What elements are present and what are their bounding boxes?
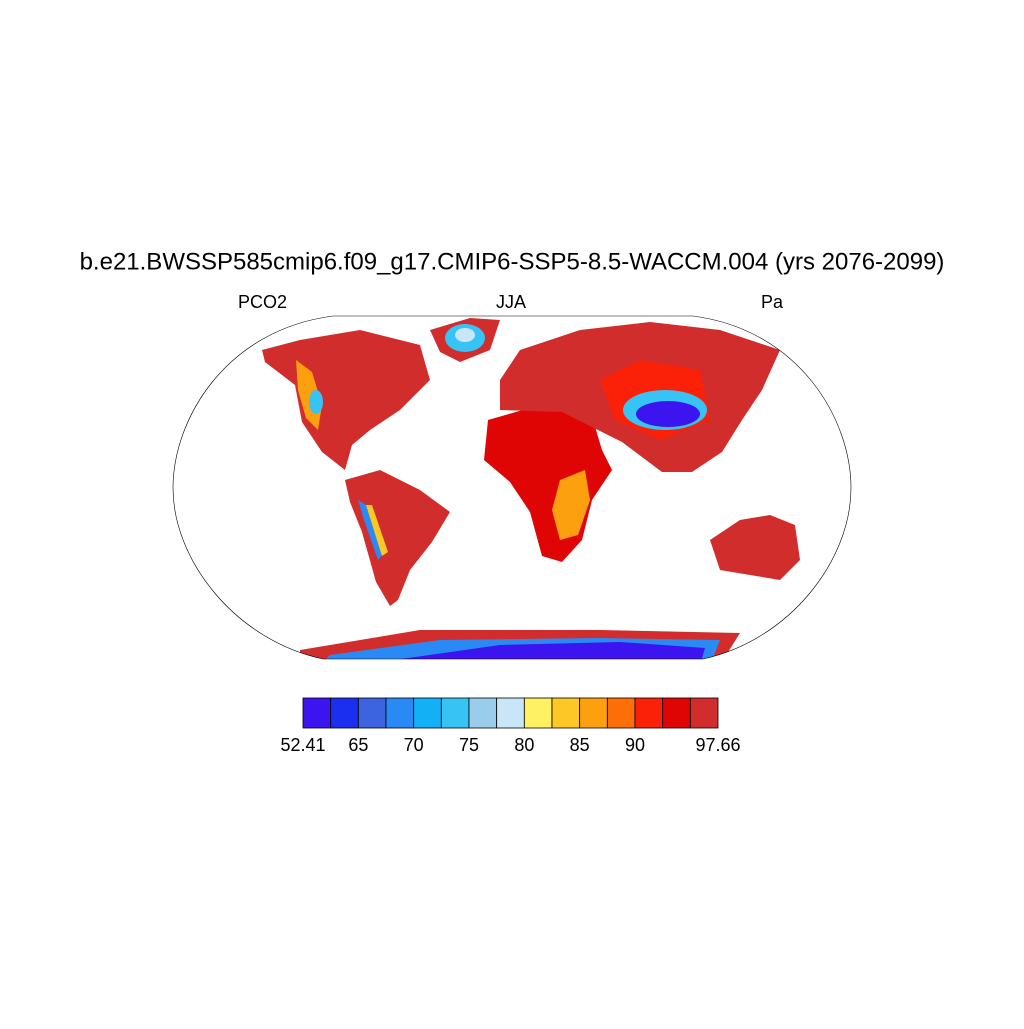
antarctica-interior bbox=[370, 642, 705, 659]
colorbar-swatch bbox=[302, 697, 332, 729]
colorbar-tick-label: 52.41 bbox=[280, 735, 325, 755]
colorbar-tick-label: 90 bbox=[625, 735, 645, 755]
rockies bbox=[309, 390, 323, 414]
left-label: PCO2 bbox=[238, 292, 287, 312]
colorbar-swatch bbox=[468, 697, 498, 729]
colorbar-tick-label: 70 bbox=[404, 735, 424, 755]
tibet bbox=[636, 401, 700, 427]
colorbar-swatch bbox=[357, 697, 387, 729]
colorbar-swatch bbox=[496, 697, 525, 729]
center-label: JJA bbox=[496, 292, 526, 312]
colorbar-swatch bbox=[579, 697, 608, 729]
colorbar-tick-label: 85 bbox=[570, 735, 590, 755]
colorbar-swatch bbox=[634, 697, 664, 729]
south-america bbox=[345, 470, 450, 606]
map bbox=[262, 318, 800, 659]
colorbar-tick-label: 65 bbox=[348, 735, 368, 755]
right-label: Pa bbox=[761, 292, 784, 312]
colorbar-swatch bbox=[662, 697, 691, 729]
andes bbox=[358, 500, 382, 560]
colorbar-swatch bbox=[413, 697, 442, 729]
colorbar-swatch bbox=[385, 697, 415, 729]
colorbar-swatch bbox=[523, 697, 553, 729]
colorbar-swatch bbox=[606, 697, 636, 729]
andes-edge bbox=[366, 505, 388, 556]
north-america bbox=[262, 330, 430, 470]
colorbar-tick-label: 75 bbox=[459, 735, 479, 755]
colorbar-swatch bbox=[551, 697, 581, 729]
east-africa bbox=[552, 470, 590, 540]
map-border bbox=[172, 315, 852, 660]
colorbar-swatch bbox=[440, 697, 470, 729]
colorbar-swatch bbox=[330, 697, 359, 729]
colorbar-tick-label: 80 bbox=[514, 735, 534, 755]
greenland-core bbox=[455, 328, 475, 342]
colorbar-tick-label: 97.66 bbox=[695, 735, 740, 755]
colorbar-swatch bbox=[689, 697, 719, 729]
africa bbox=[484, 405, 612, 562]
colorbar: 52.41 65 70 75 80 85 90 97.66 bbox=[280, 697, 741, 755]
title: b.e21.BWSSP585cmip6.f09_g17.CMIP6-SSP5-8… bbox=[80, 248, 945, 275]
australia bbox=[710, 515, 800, 580]
